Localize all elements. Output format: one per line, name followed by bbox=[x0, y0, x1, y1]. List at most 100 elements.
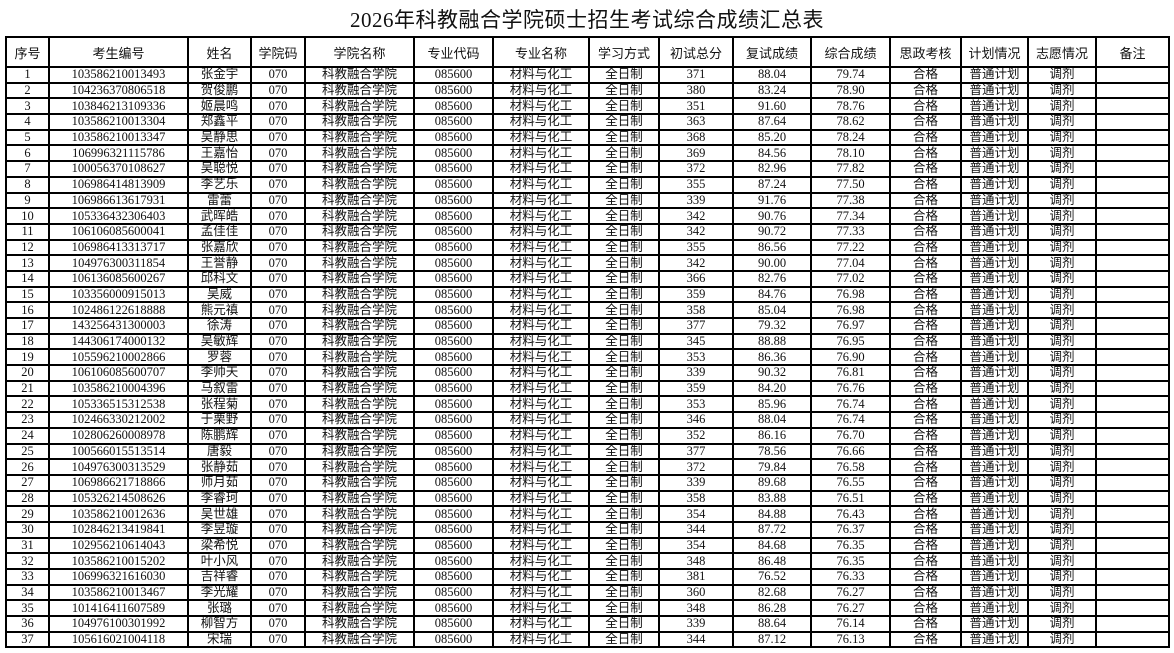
index-cell: 33 bbox=[5, 568, 50, 586]
total-score-cell: 76.97 bbox=[810, 317, 891, 335]
major-name-cell: 材料与化工 bbox=[492, 191, 590, 210]
exam-id-cell: 105596210002866 bbox=[48, 348, 189, 367]
name-cell: 马叙雷 bbox=[187, 379, 252, 398]
major-code-cell: 085600 bbox=[413, 81, 494, 100]
major-name-cell: 材料与化工 bbox=[492, 332, 590, 351]
major-name-cell: 材料与化工 bbox=[492, 520, 590, 539]
major-code-cell: 085600 bbox=[413, 238, 494, 257]
college-code-cell: 070 bbox=[250, 160, 306, 178]
college-code-cell: 070 bbox=[250, 442, 306, 461]
major-code-cell: 085600 bbox=[413, 317, 494, 335]
exam-id-cell: 104976300313529 bbox=[48, 458, 189, 476]
retest-score-cell: 82.76 bbox=[732, 269, 812, 288]
preference-cell: 调剂 bbox=[1027, 395, 1097, 414]
ideology-cell: 合格 bbox=[889, 568, 962, 586]
major-name-cell: 材料与化工 bbox=[492, 222, 590, 241]
name-cell: 武晖皓 bbox=[187, 207, 252, 225]
total-score-cell: 77.82 bbox=[810, 160, 891, 178]
plan-cell: 普通计划 bbox=[960, 269, 1029, 288]
table-row: 30 102846213419841 李昱璇 070 科教融合学院 085600 材料与化工… bbox=[5, 520, 1170, 539]
college-code-cell: 070 bbox=[250, 599, 306, 618]
total-score-cell: 78.90 bbox=[810, 81, 891, 100]
initial-score-cell: 342 bbox=[658, 207, 734, 225]
ideology-cell: 合格 bbox=[889, 442, 962, 461]
exam-id-cell: 105336515312538 bbox=[48, 395, 189, 414]
exam-id-cell: 106986413313717 bbox=[48, 238, 189, 257]
retest-score-cell: 84.56 bbox=[732, 144, 812, 163]
exam-id-cell: 101416411607589 bbox=[48, 599, 189, 618]
retest-score-cell: 84.68 bbox=[732, 536, 812, 555]
col-remark-header: 备注 bbox=[1095, 36, 1170, 68]
total-score-cell: 76.66 bbox=[810, 442, 891, 461]
remark-cell bbox=[1095, 458, 1170, 476]
total-score-cell: 76.55 bbox=[810, 473, 891, 492]
preference-cell: 调剂 bbox=[1027, 426, 1097, 445]
retest-score-cell: 82.68 bbox=[732, 583, 812, 602]
table-row: 16 102486122618888 熊元禛 070 科教融合学院 085600 材料与化工… bbox=[5, 301, 1170, 319]
initial-score-cell: 345 bbox=[658, 332, 734, 351]
study-mode-cell: 全日制 bbox=[588, 191, 660, 210]
major-code-cell: 085600 bbox=[413, 473, 494, 492]
major-name-cell: 材料与化工 bbox=[492, 615, 590, 633]
remark-cell bbox=[1095, 160, 1170, 178]
major-name-cell: 材料与化工 bbox=[492, 442, 590, 461]
name-cell: 郑鑫平 bbox=[187, 113, 252, 131]
college-code-cell: 070 bbox=[250, 285, 306, 304]
preference-cell: 调剂 bbox=[1027, 489, 1097, 508]
initial-score-cell: 344 bbox=[658, 520, 734, 539]
table-row: 24 102806260008978 陈鹏辉 070 科教融合学院 085600 材料与化工… bbox=[5, 426, 1170, 445]
preference-cell: 调剂 bbox=[1027, 175, 1097, 194]
ideology-cell: 合格 bbox=[889, 473, 962, 492]
exam-id-cell: 103846213109336 bbox=[48, 97, 189, 116]
retest-score-cell: 84.76 bbox=[732, 285, 812, 304]
plan-cell: 普通计划 bbox=[960, 222, 1029, 241]
major-name-cell: 材料与化工 bbox=[492, 489, 590, 508]
table-row: 1 103586210013493 张金宇 070 科教融合学院 085600 材料与化工全… bbox=[5, 66, 1170, 84]
total-score-cell: 76.74 bbox=[810, 411, 891, 429]
plan-cell: 普通计划 bbox=[960, 128, 1029, 147]
remark-cell bbox=[1095, 568, 1170, 586]
name-cell: 吴敏辉 bbox=[187, 332, 252, 351]
plan-cell: 普通计划 bbox=[960, 317, 1029, 335]
exam-id-cell: 103586210013493 bbox=[48, 66, 189, 84]
name-cell: 李昱璇 bbox=[187, 520, 252, 539]
college-name-cell: 科教融合学院 bbox=[304, 175, 415, 194]
retest-score-cell: 87.12 bbox=[732, 630, 812, 649]
preference-cell: 调剂 bbox=[1027, 113, 1097, 131]
exam-id-cell: 103586210013347 bbox=[48, 128, 189, 147]
remark-cell bbox=[1095, 97, 1170, 116]
index-cell: 25 bbox=[5, 442, 50, 461]
college-name-cell: 科教融合学院 bbox=[304, 395, 415, 414]
initial-score-cell: 355 bbox=[658, 238, 734, 257]
college-name-cell: 科教融合学院 bbox=[304, 458, 415, 476]
retest-score-cell: 88.64 bbox=[732, 615, 812, 633]
college-code-cell: 070 bbox=[250, 128, 306, 147]
major-code-cell: 085600 bbox=[413, 66, 494, 84]
ideology-cell: 合格 bbox=[889, 113, 962, 131]
remark-cell bbox=[1095, 615, 1170, 633]
major-name-cell: 材料与化工 bbox=[492, 144, 590, 163]
initial-score-cell: 354 bbox=[658, 536, 734, 555]
college-code-cell: 070 bbox=[250, 254, 306, 272]
study-mode-cell: 全日制 bbox=[588, 473, 660, 492]
plan-cell: 普通计划 bbox=[960, 285, 1029, 304]
study-mode-cell: 全日制 bbox=[588, 160, 660, 178]
college-code-cell: 070 bbox=[250, 552, 306, 570]
ideology-cell: 合格 bbox=[889, 175, 962, 194]
name-cell: 梁希悦 bbox=[187, 536, 252, 555]
initial-score-cell: 342 bbox=[658, 254, 734, 272]
study-mode-cell: 全日制 bbox=[588, 458, 660, 476]
plan-cell: 普通计划 bbox=[960, 191, 1029, 210]
initial-score-cell: 363 bbox=[658, 113, 734, 131]
initial-score-cell: 359 bbox=[658, 379, 734, 398]
name-cell: 吴世雄 bbox=[187, 505, 252, 523]
plan-cell: 普通计划 bbox=[960, 615, 1029, 633]
exam-id-cell: 104976300311854 bbox=[48, 254, 189, 272]
exam-id-cell: 106986414813909 bbox=[48, 175, 189, 194]
ideology-cell: 合格 bbox=[889, 536, 962, 555]
index-cell: 7 bbox=[5, 160, 50, 178]
total-score-cell: 77.50 bbox=[810, 175, 891, 194]
total-score-cell: 76.33 bbox=[810, 568, 891, 586]
study-mode-cell: 全日制 bbox=[588, 505, 660, 523]
college-code-cell: 070 bbox=[250, 505, 306, 523]
